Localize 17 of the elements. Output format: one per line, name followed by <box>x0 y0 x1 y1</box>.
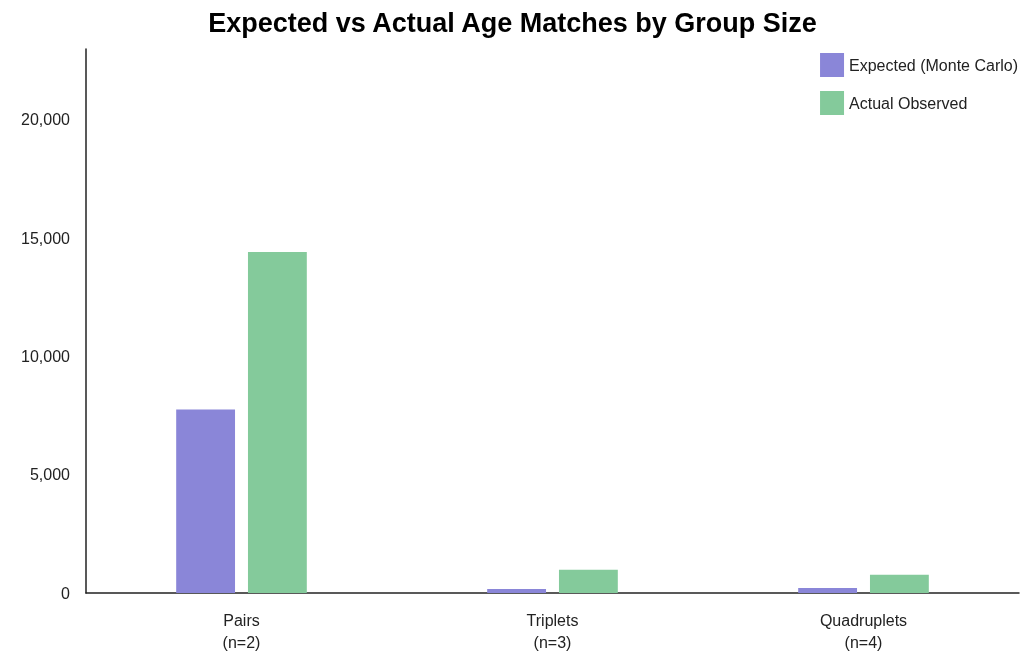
bar <box>558 569 618 593</box>
chart-title: Expected vs Actual Age Matches by Group Size <box>208 7 817 38</box>
bar <box>487 588 547 593</box>
y-tick-label: 10,000 <box>21 347 71 365</box>
x-tick-label: Triplets (n=3) <box>526 611 579 651</box>
bar <box>869 574 929 593</box>
bar <box>176 409 236 593</box>
x-tick-label: Pairs (n=2) <box>222 611 261 651</box>
bar <box>247 251 307 593</box>
y-tick-label: 0 <box>61 584 71 602</box>
legend-label: Actual Observed <box>849 94 968 112</box>
legend-label: Expected (Monte Carlo) <box>849 56 1019 74</box>
y-tick-label: 5,000 <box>29 466 71 484</box>
y-tick-label: 15,000 <box>21 229 71 247</box>
bar <box>798 588 858 593</box>
y-tick-label: 20,000 <box>21 111 71 129</box>
x-tick-label: Quadruplets (n=4) <box>819 611 908 651</box>
